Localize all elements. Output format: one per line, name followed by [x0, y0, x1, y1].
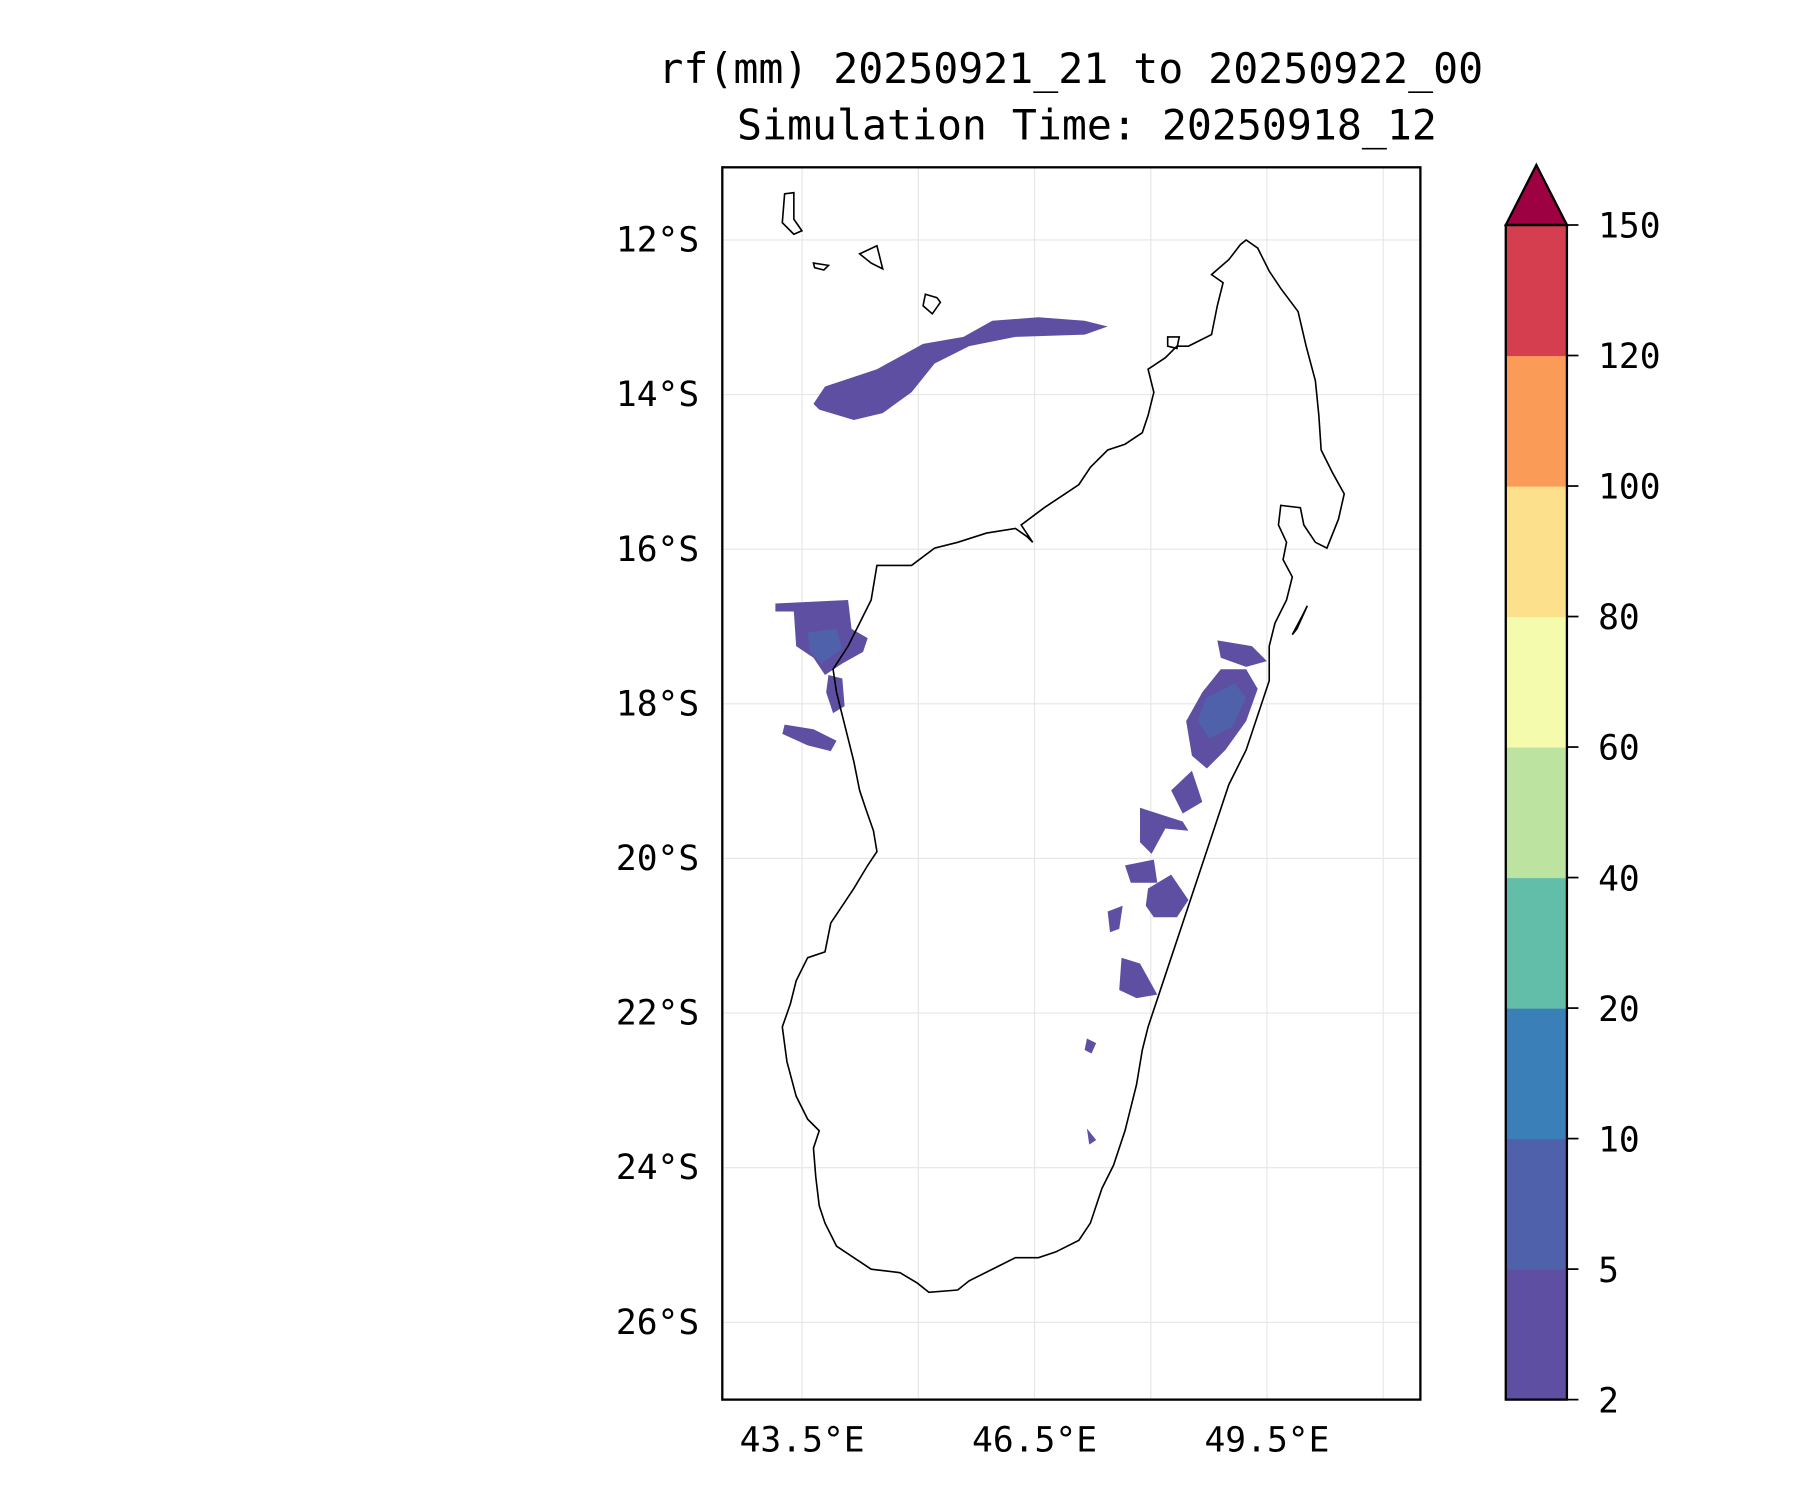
colorbar-tick-label: 80 — [1598, 598, 1640, 638]
map-panel: 43.5°E 46.5°E 49.5°E 12°S 14°S 16°S 18°S 20°S 2… — [616, 166, 1422, 1461]
colorbar-tick-label: 100 — [1598, 468, 1661, 508]
colorbar-tick-label: 150 — [1598, 207, 1661, 247]
x-tick-label: 46.5°E — [972, 1421, 1097, 1461]
rain-patch-east-7 — [1107, 905, 1123, 933]
rain-patch-east-8 — [1119, 957, 1158, 999]
island-sainte-marie — [1291, 605, 1309, 636]
y-tick-label: 26°S — [616, 1303, 699, 1343]
rain-patch-east-2-core — [1197, 683, 1247, 739]
y-tick-label: 16°S — [616, 530, 699, 570]
rain-patch-east-9 — [1084, 1038, 1097, 1054]
colorbar-tick-label: 2 — [1598, 1381, 1619, 1421]
colorbar-bin — [1505, 225, 1567, 357]
rain-patch-east-4 — [1140, 807, 1189, 854]
chart-title: rf(mm) 20250921_21 to 20250922_00 — [658, 44, 1483, 93]
x-tick-label: 49.5°E — [1204, 1421, 1329, 1461]
colorbar-bin — [1505, 877, 1567, 1009]
island-mayotte — [922, 293, 942, 316]
rain-patch-west-core — [807, 628, 843, 664]
colorbar-bin — [1505, 1138, 1567, 1270]
colorbar-bin — [1505, 747, 1567, 879]
colorbar-tick-label: 60 — [1598, 729, 1640, 769]
colorbar-bin — [1505, 1008, 1567, 1140]
y-tick-label: 22°S — [616, 994, 699, 1034]
colorbar: 2 5 10 20 40 60 80 100 120 150 — [1503, 162, 1661, 1421]
x-tick-label: 43.5°E — [740, 1421, 865, 1461]
colorbar-bin — [1505, 1269, 1567, 1401]
colorbar-tick-label: 120 — [1598, 337, 1661, 377]
chart-subtitle: Simulation Time: 20250918_12 — [737, 101, 1437, 150]
map-frame — [721, 166, 1422, 1401]
rain-patch-north-band — [813, 317, 1108, 420]
y-tick-label: 14°S — [616, 375, 699, 415]
colorbar-tick-label: 5 — [1598, 1251, 1619, 1291]
y-tick-label: 20°S — [616, 839, 699, 879]
map-background — [722, 167, 1421, 1400]
colorbar-tick-label: 40 — [1598, 859, 1640, 899]
coastlines — [781, 191, 1346, 1294]
gridlines — [722, 167, 1421, 1400]
rain-patch-southwest — [782, 724, 837, 752]
rain-patch-east-5 — [1125, 859, 1158, 883]
rain-patch-east-3 — [1171, 770, 1203, 814]
colorbar-bin — [1505, 616, 1567, 748]
madagascar-coastline — [781, 238, 1346, 1294]
x-axis-ticks: 43.5°E 46.5°E 49.5°E — [740, 1421, 1330, 1461]
island-anjouan — [858, 244, 884, 271]
rain-patch-east-6 — [1145, 874, 1189, 918]
rain-patch-east-10 — [1086, 1128, 1097, 1145]
island-grande-comore — [781, 191, 804, 236]
colorbar-extend-arrow — [1503, 162, 1569, 227]
colorbar-tick-label: 20 — [1598, 990, 1640, 1030]
colorbar-tick-label: 10 — [1598, 1120, 1640, 1160]
colorbar-bin — [1505, 355, 1567, 487]
rainfall-contours — [775, 317, 1267, 1145]
colorbar-bin — [1505, 486, 1567, 618]
rain-patch-east-1 — [1217, 640, 1267, 667]
island-nosy-be — [1166, 336, 1181, 350]
y-tick-label: 18°S — [616, 684, 699, 724]
colorbar-frame — [1504, 223, 1569, 1401]
island-moheli — [812, 262, 831, 271]
y-axis-ticks: 12°S 14°S 16°S 18°S 20°S 22°S 24°S 26°S — [616, 221, 699, 1343]
y-tick-label: 24°S — [616, 1148, 699, 1188]
y-tick-label: 12°S — [616, 221, 699, 261]
